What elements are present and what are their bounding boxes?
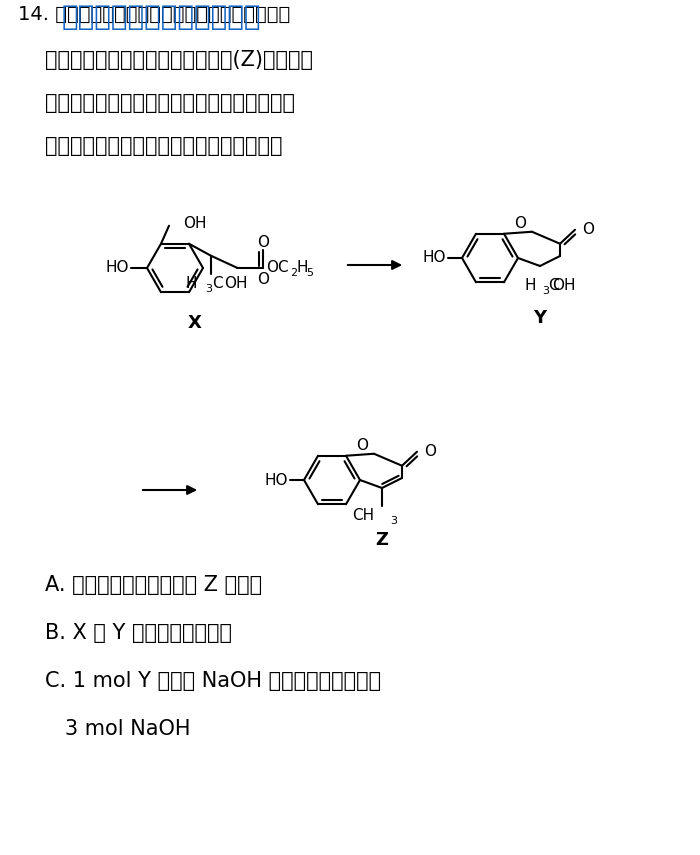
Text: H: H	[524, 279, 536, 293]
Text: 疗新冠病毒肺炎的普通型与重型。其合成过程: 疗新冠病毒肺炎的普通型与重型。其合成过程	[45, 93, 295, 113]
Text: O: O	[356, 439, 368, 453]
Text: B. X 和 Y 不存在手性碳原子: B. X 和 Y 不存在手性碳原子	[45, 623, 232, 643]
Text: 3 mol NaOH: 3 mol NaOH	[45, 719, 190, 739]
Text: OH: OH	[224, 276, 248, 292]
Text: HO: HO	[423, 251, 446, 266]
Text: C: C	[212, 276, 223, 292]
Text: Z: Z	[376, 531, 389, 549]
Text: 2: 2	[290, 268, 297, 278]
Text: OH: OH	[552, 279, 575, 293]
Text: HO: HO	[106, 261, 129, 275]
Text: OC: OC	[266, 260, 288, 275]
Text: 3: 3	[390, 516, 397, 526]
Text: 3: 3	[542, 286, 549, 296]
Text: 刊发重要研究成果称，羟甲香豆素(Z)可用于治: 刊发重要研究成果称，羟甲香豆素(Z)可用于治	[45, 50, 313, 70]
Text: 5: 5	[306, 268, 313, 278]
Text: O: O	[257, 272, 269, 287]
Text: X: X	[188, 314, 202, 332]
Text: 3: 3	[205, 284, 212, 294]
Text: C. 1 mol Y 与足量 NaOH 溶液反应，最多消耗: C. 1 mol Y 与足量 NaOH 溶液反应，最多消耗	[45, 671, 381, 691]
Text: C: C	[548, 279, 559, 293]
Text: O: O	[514, 216, 526, 231]
Text: 涉及如图所示转化，下列有关说法正确的是: 涉及如图所示转化，下列有关说法正确的是	[45, 136, 283, 156]
Text: O: O	[424, 445, 436, 459]
Text: O: O	[582, 222, 594, 237]
Text: H: H	[186, 276, 197, 292]
Text: 微信公众号关注？趣找答案: 微信公众号关注？趣找答案	[62, 3, 262, 31]
Text: HO: HO	[265, 473, 288, 487]
Text: H: H	[296, 260, 307, 275]
Text: OH: OH	[183, 216, 206, 231]
Text: 14. 深圳市与洪洲研究团队今年在权威期刊《刀》: 14. 深圳市与洪洲研究团队今年在权威期刊《刀》	[18, 5, 290, 24]
Text: CH: CH	[352, 509, 374, 523]
Text: Y: Y	[533, 309, 547, 327]
Text: A. 强碑性氛围有利于物质 Z 的生成: A. 强碑性氛围有利于物质 Z 的生成	[45, 575, 262, 595]
Text: O: O	[257, 235, 269, 251]
